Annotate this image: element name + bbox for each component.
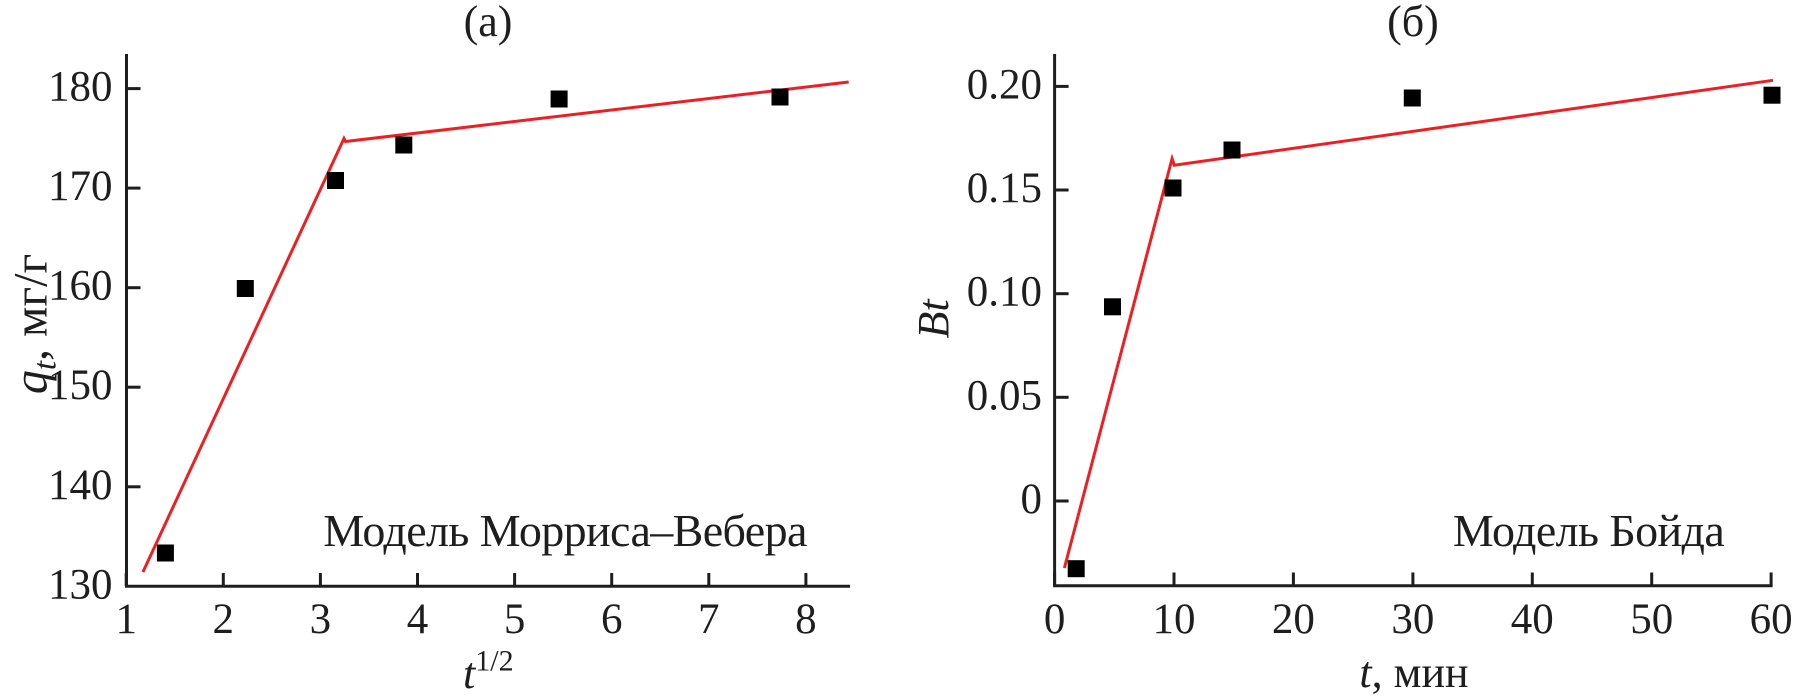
svg-text:(б): (б) [1387,0,1439,46]
svg-text:140: 140 [48,462,113,509]
svg-text:60: 60 [1750,596,1793,643]
svg-text:0: 0 [1021,476,1043,523]
svg-text:160: 160 [48,263,113,310]
svg-text:4: 4 [407,596,429,643]
svg-text:8: 8 [795,596,817,643]
svg-text:170: 170 [48,163,113,210]
svg-text:6: 6 [601,596,623,643]
svg-text:5: 5 [504,596,526,643]
svg-text:3: 3 [310,596,332,643]
svg-text:0: 0 [1044,596,1066,643]
svg-text:130: 130 [48,561,113,608]
svg-text:20: 20 [1272,596,1315,643]
svg-text:50: 50 [1630,596,1673,643]
svg-text:150: 150 [48,362,113,409]
svg-text:7: 7 [698,596,720,643]
svg-text:180: 180 [48,64,113,111]
svg-text:t, мин: t, мин [1359,648,1468,697]
svg-text:(а): (а) [464,0,513,46]
svg-text:30: 30 [1391,596,1434,643]
svg-text:t1/2: t1/2 [463,645,514,699]
svg-text:2: 2 [213,596,235,643]
svg-text:0.05: 0.05 [967,372,1042,419]
svg-text:Bt: Bt [909,298,958,339]
svg-text:qt, мг/г: qt, мг/г [5,254,64,394]
svg-text:1: 1 [115,596,137,643]
svg-text:0.10: 0.10 [967,269,1042,316]
svg-text:Модель Морриса–Вебера: Модель Морриса–Вебера [323,505,807,556]
svg-text:10: 10 [1153,596,1196,643]
svg-text:0.15: 0.15 [967,165,1042,212]
svg-text:0.20: 0.20 [967,61,1042,108]
svg-text:40: 40 [1511,596,1554,643]
svg-text:Модель Бойда: Модель Бойда [1453,505,1725,556]
